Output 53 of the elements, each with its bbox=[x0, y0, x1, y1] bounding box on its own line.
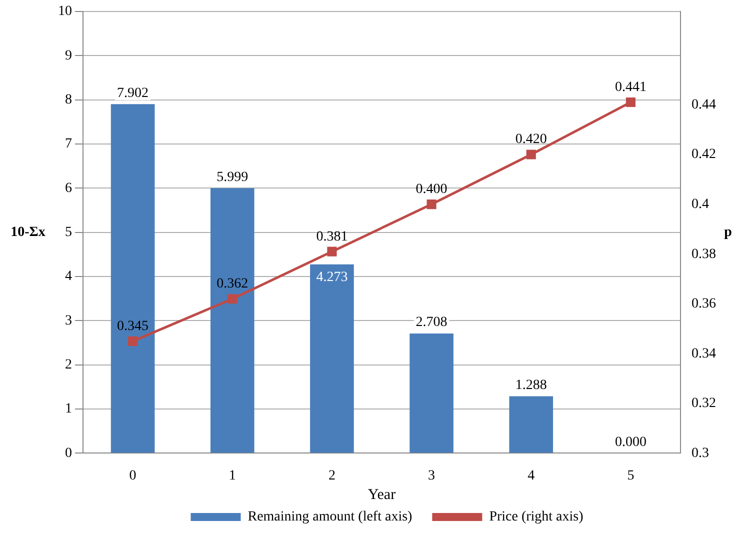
point bbox=[626, 97, 636, 108]
data-label: 0.000 bbox=[614, 434, 646, 450]
y2-axis-title: p bbox=[724, 224, 732, 240]
data-label: 0.381 bbox=[316, 229, 348, 244]
point bbox=[526, 150, 536, 160]
y2-tick-label: 0.34 bbox=[692, 346, 716, 362]
y-tick-label: 7 bbox=[65, 136, 72, 152]
x-tick-label: 0 bbox=[129, 468, 136, 484]
y-tick-label: 10 bbox=[58, 4, 72, 20]
point bbox=[426, 200, 436, 210]
point bbox=[327, 246, 337, 256]
y-tick-label: 2 bbox=[65, 358, 72, 373]
bar bbox=[110, 104, 155, 453]
y-tick-label: 8 bbox=[65, 92, 72, 108]
x-tick-label: 2 bbox=[328, 468, 336, 484]
y2-tick-label: 0.4 bbox=[692, 196, 709, 212]
bar bbox=[210, 188, 254, 453]
y-tick-label: 1 bbox=[65, 402, 72, 417]
data-label: 0.441 bbox=[614, 80, 646, 95]
legend-label: Remaining amount (left axis) bbox=[248, 510, 413, 525]
bar bbox=[310, 264, 354, 453]
x-tick-label: 3 bbox=[428, 468, 436, 484]
bar bbox=[410, 334, 454, 453]
data-label: 0.400 bbox=[416, 182, 448, 197]
legend-label: Price (right axis) bbox=[489, 510, 584, 525]
y2-tick-label: 0.36 bbox=[692, 296, 716, 312]
y-tick-label: 5 bbox=[65, 224, 72, 240]
y-axis-title: 10-Σx bbox=[10, 224, 46, 240]
y2-tick-label: 0.32 bbox=[692, 396, 716, 412]
data-label: 0.345 bbox=[117, 318, 149, 334]
data-label: 4.273 bbox=[316, 270, 348, 286]
x-axis-title: Year bbox=[368, 487, 396, 504]
point bbox=[228, 294, 238, 304]
data-label: 5.999 bbox=[216, 170, 248, 185]
bar bbox=[509, 396, 554, 453]
y-tick-label: 0 bbox=[65, 446, 72, 461]
y2-tick-label: 0.42 bbox=[692, 147, 716, 162]
y-tick-label: 4 bbox=[65, 269, 72, 284]
x-tick-label: 5 bbox=[627, 468, 634, 484]
data-label: 7.902 bbox=[117, 86, 149, 101]
y2-tick-label: 0.3 bbox=[692, 446, 709, 461]
x-tick-label: 1 bbox=[228, 468, 236, 484]
x-tick-label: 4 bbox=[528, 468, 535, 484]
y2-tick-label: 0.38 bbox=[692, 246, 716, 262]
data-label: 1.288 bbox=[515, 378, 547, 393]
y2-tick-label: 0.44 bbox=[692, 97, 716, 112]
point bbox=[128, 336, 138, 346]
data-label: 0.362 bbox=[216, 276, 248, 292]
y-tick-label: 9 bbox=[65, 48, 72, 64]
y-tick-label: 3 bbox=[65, 313, 72, 328]
data-label: 2.708 bbox=[416, 315, 448, 330]
data-label: 0.420 bbox=[515, 132, 547, 148]
y-tick-label: 6 bbox=[65, 180, 72, 196]
